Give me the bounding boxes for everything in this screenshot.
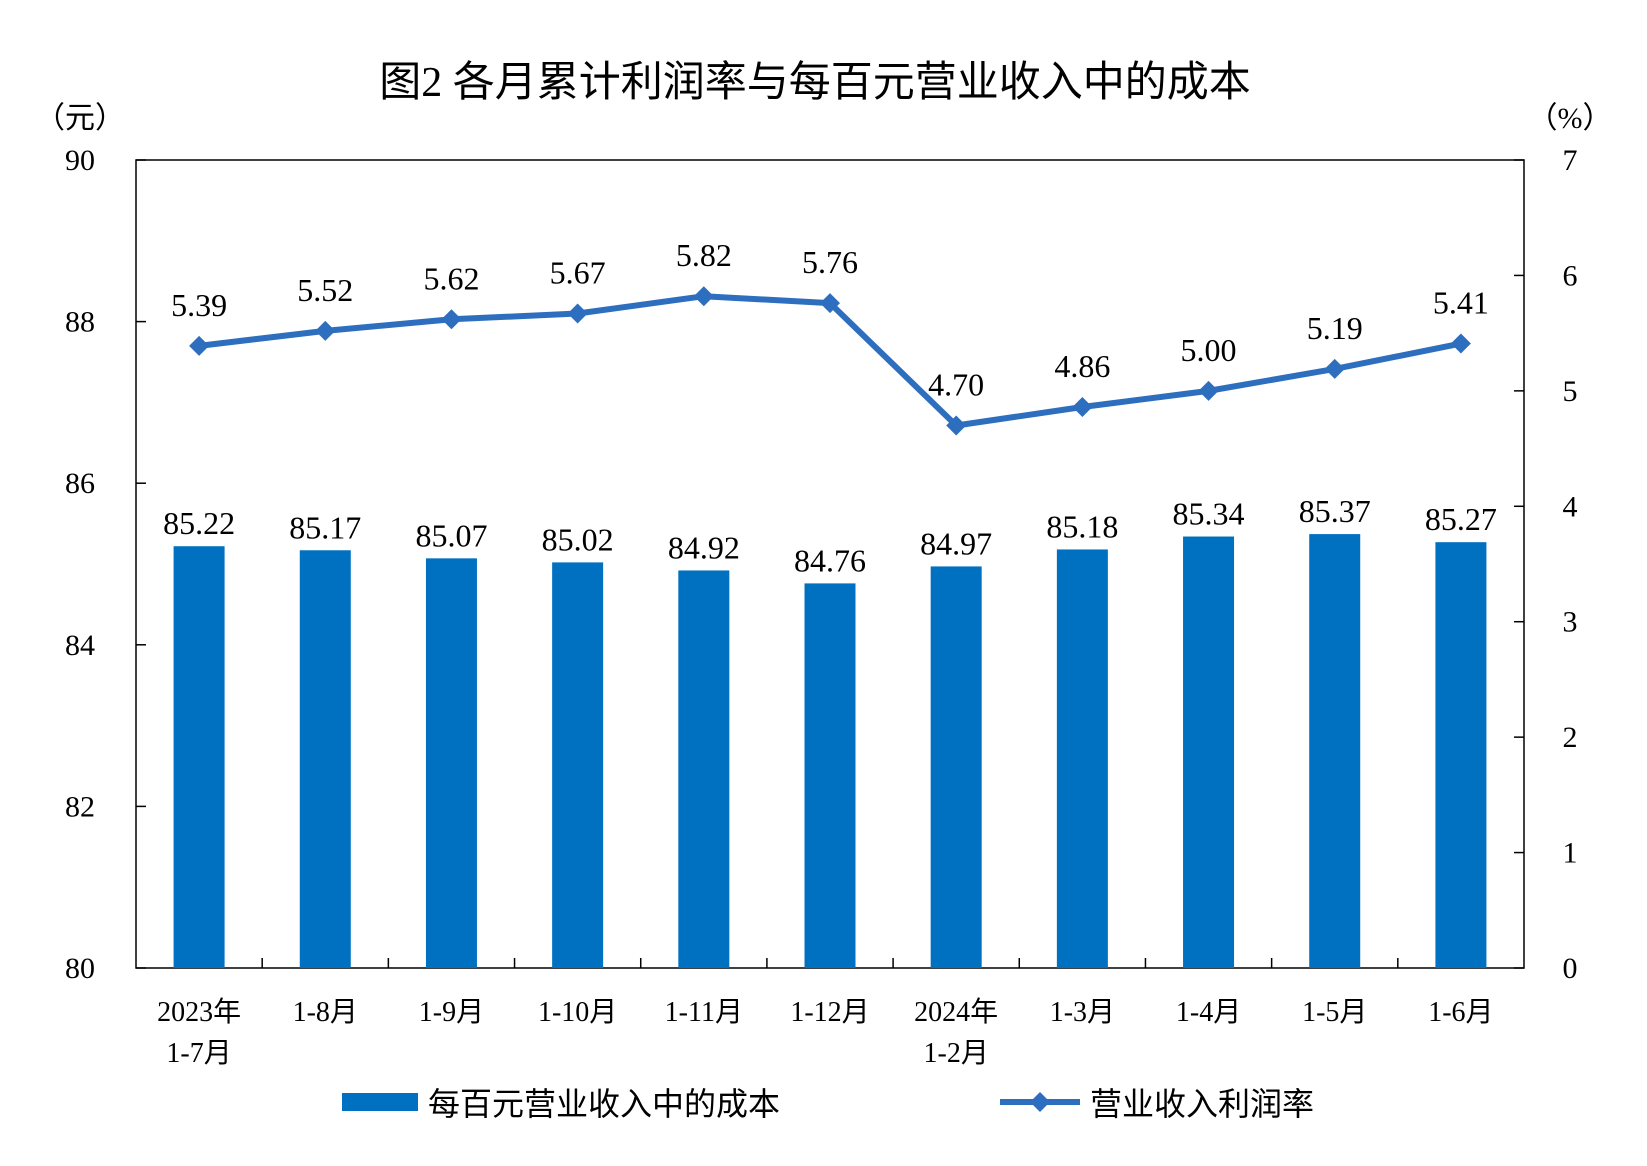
line-value-label: 4.86 — [1054, 348, 1110, 384]
line-value-label: 4.70 — [928, 366, 984, 402]
x-tick-label: 1-11月 — [665, 997, 743, 1028]
bar-value-label: 85.34 — [1173, 496, 1245, 532]
right-tick-label: 2 — [1563, 721, 1578, 754]
x-tick-label: 1-12月 — [790, 997, 869, 1028]
line-value-label: 5.00 — [1181, 332, 1237, 368]
right-tick-label: 4 — [1563, 490, 1578, 523]
left-tick-label: 82 — [65, 790, 95, 823]
bar — [930, 566, 982, 968]
line-value-label: 5.76 — [802, 244, 858, 280]
legend-diamond-icon — [1030, 1092, 1050, 1112]
line-marker — [189, 335, 210, 356]
x-tick-label: 2024年 — [914, 996, 998, 1028]
line-value-label: 5.52 — [297, 272, 353, 308]
bar — [1435, 542, 1487, 968]
right-tick-label: 3 — [1563, 606, 1578, 639]
line-marker — [315, 320, 336, 341]
right-tick-label: 0 — [1563, 952, 1578, 985]
line-marker — [946, 415, 967, 436]
x-tick-label: 1-3月 — [1050, 997, 1115, 1028]
line-value-label: 5.67 — [550, 255, 606, 291]
right-axis-unit: （%） — [1528, 102, 1613, 135]
right-tick-label: 5 — [1563, 375, 1578, 408]
bar-value-label: 85.18 — [1046, 508, 1118, 544]
bar — [804, 583, 856, 968]
line-value-label: 5.39 — [171, 287, 227, 323]
x-tick-label: 1-10月 — [538, 997, 617, 1028]
bar-value-label: 85.37 — [1299, 493, 1371, 529]
bar-value-label: 84.97 — [920, 525, 992, 561]
x-tick-label: 1-5月 — [1302, 997, 1367, 1028]
line-value-label: 5.41 — [1433, 285, 1489, 321]
bar-value-label: 85.07 — [415, 517, 487, 553]
line-value-label: 5.19 — [1307, 310, 1363, 346]
left-tick-label: 90 — [65, 144, 95, 177]
legend-bar-swatch — [342, 1093, 418, 1111]
bar-value-label: 84.76 — [794, 542, 866, 578]
left-axis-unit: （元） — [35, 102, 125, 135]
left-tick-label: 80 — [65, 952, 95, 985]
right-tick-label: 1 — [1563, 837, 1578, 870]
left-tick-label: 88 — [65, 306, 95, 339]
line-marker — [1198, 380, 1219, 401]
line-value-label: 5.82 — [676, 237, 732, 273]
line-marker — [1450, 333, 1471, 354]
x-tick-label: 1-7月 — [166, 1038, 231, 1069]
left-tick-label: 86 — [65, 467, 95, 500]
line-value-label: 5.62 — [423, 260, 479, 296]
bar-value-label: 85.27 — [1425, 501, 1497, 537]
bar — [1056, 549, 1108, 968]
line-marker — [820, 293, 840, 314]
right-tick-label: 7 — [1563, 144, 1578, 177]
line-marker — [1324, 358, 1345, 379]
bar-value-label: 85.02 — [542, 521, 614, 557]
legend-line-label: 营业收入利润率 — [1090, 1086, 1314, 1122]
left-tick-label: 84 — [65, 629, 95, 662]
x-tick-label: 1-9月 — [419, 997, 484, 1028]
line-series — [198, 293, 1462, 429]
right-tick-label: 6 — [1563, 259, 1578, 292]
line-marker — [441, 309, 462, 330]
line-marker — [1072, 397, 1093, 418]
bar — [678, 570, 730, 968]
chart-title: 图2 各月累计利润率与每百元营业收入中的成本 — [379, 59, 1251, 106]
bar — [1309, 534, 1361, 968]
bar — [173, 546, 225, 968]
line-marker — [567, 303, 588, 324]
bar-value-label: 84.92 — [668, 529, 740, 565]
bar — [299, 550, 351, 968]
bar — [1183, 536, 1235, 968]
line-marker — [693, 286, 714, 307]
legend-bar-label: 每百元营业收入中的成本 — [428, 1086, 780, 1122]
x-tick-label: 2023年 — [157, 996, 241, 1028]
bar — [425, 558, 477, 968]
bar-value-label: 85.17 — [289, 509, 361, 545]
x-tick-label: 1-8月 — [293, 997, 358, 1028]
bar-value-label: 85.22 — [163, 505, 235, 541]
x-tick-label: 1-4月 — [1176, 997, 1241, 1028]
x-tick-label: 1-2月 — [924, 1038, 989, 1069]
bar — [552, 562, 604, 968]
x-tick-label: 1-6月 — [1428, 997, 1493, 1028]
